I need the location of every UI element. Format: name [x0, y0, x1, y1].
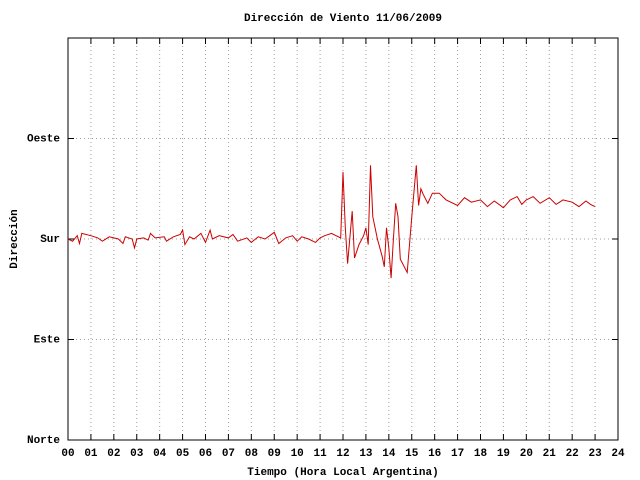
- y-tick-label: Este: [34, 334, 61, 346]
- x-axis-label: Tiempo (Hora Local Argentina): [247, 467, 438, 479]
- y-tick-label: Norte: [27, 435, 60, 447]
- x-tick-label: 08: [245, 448, 259, 460]
- x-tick-label: 07: [222, 448, 235, 460]
- x-tick-label: 13: [359, 448, 373, 460]
- x-tick-label: 04: [153, 448, 167, 460]
- x-tick-label: 22: [566, 448, 579, 460]
- x-tick-label: 15: [405, 448, 419, 460]
- y-tick-label: Oeste: [27, 133, 60, 145]
- data-line: [67, 165, 596, 279]
- x-tick-label: 10: [291, 448, 304, 460]
- x-tick-label: 12: [336, 448, 349, 460]
- x-tick-label: 00: [61, 448, 74, 460]
- x-tick-label: 16: [428, 448, 441, 460]
- x-tick-label: 06: [199, 448, 212, 460]
- x-tick-label: 19: [497, 448, 510, 460]
- chart-title: Dirección de Viento 11/06/2009: [244, 13, 442, 25]
- x-tick-label: 14: [382, 448, 396, 460]
- x-tick-label: 05: [176, 448, 190, 460]
- y-tick-label: Sur: [40, 234, 60, 246]
- x-tick-label: 21: [543, 448, 557, 460]
- x-tick-label: 02: [107, 448, 120, 460]
- x-tick-label: 01: [84, 448, 98, 460]
- x-tick-label: 20: [520, 448, 533, 460]
- y-axis-label: Dirección: [9, 209, 21, 268]
- x-tick-label: 23: [588, 448, 602, 460]
- x-tick-label: 03: [130, 448, 144, 460]
- x-tick-label: 24: [611, 448, 625, 460]
- x-tick-label: 11: [313, 448, 327, 460]
- x-tick-label: 17: [451, 448, 464, 460]
- x-tick-label: 09: [268, 448, 281, 460]
- x-tick-label: 18: [474, 448, 488, 460]
